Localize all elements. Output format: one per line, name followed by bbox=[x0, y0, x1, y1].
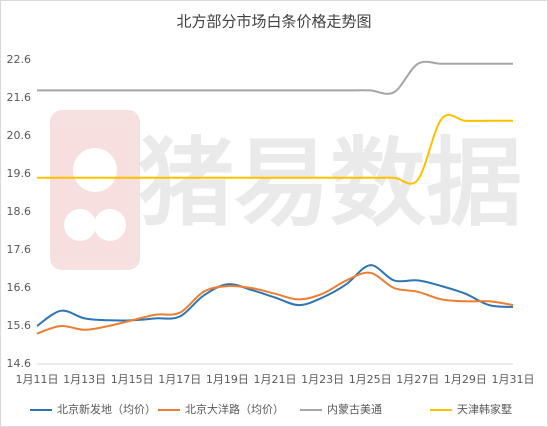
y-tick-label: 21.6 bbox=[7, 91, 32, 104]
y-tick-label: 22.6 bbox=[7, 53, 32, 66]
series-line bbox=[36, 264, 514, 327]
y-tick-label: 16.6 bbox=[7, 281, 32, 294]
x-tick-label: 1月31日 bbox=[492, 373, 535, 386]
series-line bbox=[37, 114, 513, 185]
x-tick-label: 1月17日 bbox=[158, 373, 201, 386]
x-tick-label: 1月19日 bbox=[206, 373, 249, 386]
legend-label: 内蒙古美通 bbox=[327, 402, 382, 416]
legend-label: 北京大洋路（均价） bbox=[185, 402, 284, 416]
x-tick-label: 1月29日 bbox=[444, 373, 487, 386]
legend-label: 北京新发地（均价） bbox=[57, 402, 156, 416]
series-line bbox=[37, 60, 513, 95]
y-tick-label: 17.6 bbox=[7, 243, 32, 256]
x-tick-label: 1月23日 bbox=[301, 373, 344, 386]
x-tick-label: 1月25日 bbox=[349, 373, 392, 386]
y-tick-label: 14.6 bbox=[7, 357, 32, 370]
x-tick-label: 1月15日 bbox=[111, 373, 154, 386]
y-tick-label: 20.6 bbox=[7, 129, 32, 142]
watermark: 猪易数据 bbox=[138, 127, 522, 239]
y-tick-label: 15.6 bbox=[7, 319, 32, 332]
series-line bbox=[36, 271, 514, 335]
y-tick-label: 18.6 bbox=[7, 205, 32, 218]
watermark-logo bbox=[50, 110, 140, 270]
x-tick-label: 1月21日 bbox=[254, 373, 297, 386]
y-tick-label: 19.6 bbox=[7, 167, 32, 180]
x-tick-label: 1月13日 bbox=[63, 373, 106, 386]
chart-title: 北方部分市场白条价格走势图 bbox=[176, 13, 371, 31]
x-tick-label: 1月27日 bbox=[396, 373, 439, 386]
x-tick-label: 1月11日 bbox=[16, 373, 59, 386]
legend-label: 天津韩家墅 bbox=[457, 402, 512, 416]
